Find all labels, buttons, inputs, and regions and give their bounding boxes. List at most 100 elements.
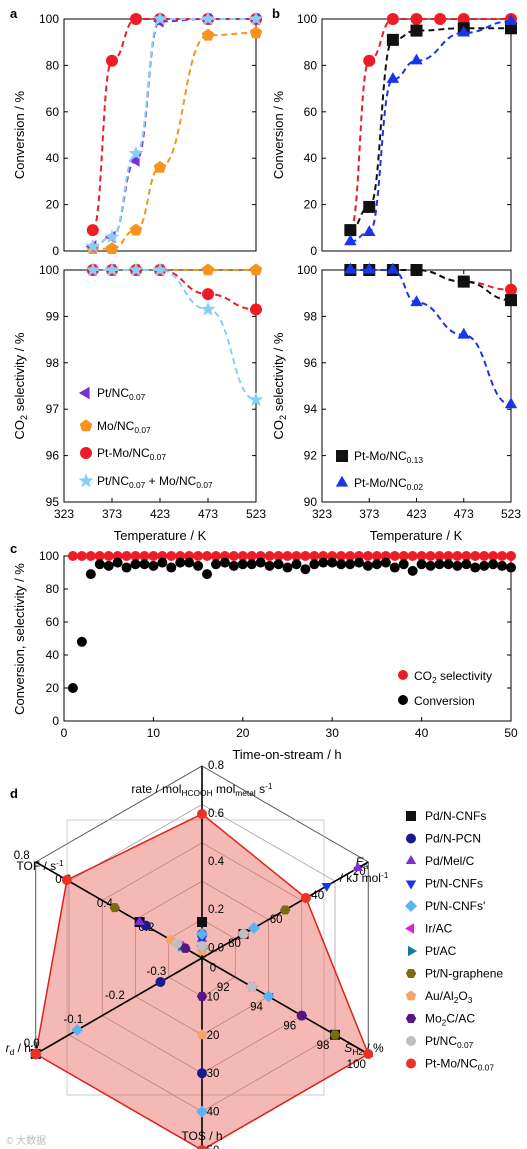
data-point [363, 54, 376, 67]
radar-tick-label: 0.2 [208, 904, 224, 916]
legend-label: Pt/N-graphene [425, 967, 503, 981]
legend-marker [405, 855, 417, 864]
series-pt-mo-nc0-02 [344, 262, 518, 409]
data-point [291, 559, 302, 570]
data-point [250, 303, 262, 316]
x-tick-label: 473 [454, 507, 474, 521]
data-point [67, 551, 78, 561]
data-point [166, 562, 177, 573]
data-point [210, 551, 221, 561]
radar-box [66, 819, 325, 1096]
series-line [92, 18, 256, 248]
data-point [85, 262, 101, 277]
panel-a-legend: Pt/NC0.07 Mo/NC0.07 Pt-Mo/NC0.07 Pt/NC0.07 … [78, 386, 213, 490]
radar-point [71, 1024, 84, 1036]
data-point [363, 225, 376, 236]
radar-point [196, 935, 208, 945]
x-tick-label: 373 [102, 507, 122, 521]
panel-label-c: c [10, 541, 17, 556]
radar-tick-label: 0.8 [208, 760, 224, 772]
data-point [106, 54, 118, 67]
series-pt-mo-nc0-07 [86, 13, 262, 237]
data-point [264, 551, 275, 561]
data-point [344, 262, 357, 274]
legend-label: Mo2C/AC [425, 1012, 475, 1028]
data-point [86, 224, 99, 237]
legend-marker [405, 900, 417, 912]
radar-point [197, 1068, 207, 1079]
y-tick-label: 98 [304, 309, 318, 323]
legend-marker [335, 475, 349, 487]
data-point [386, 262, 400, 274]
radar-point [246, 981, 257, 992]
radar-point [197, 1145, 207, 1149]
legend-label: Mo/NC0.07 [97, 419, 151, 435]
data-point [389, 551, 400, 561]
legend-label: Pd/Mel/C [425, 854, 475, 868]
radar-axis-title-tos: TOS / h [181, 1129, 222, 1143]
radar-series-pt-mo-nc0-07 [30, 809, 374, 1149]
data-point [291, 551, 302, 561]
x-tick-label: 373 [359, 507, 379, 521]
legend-marker [406, 811, 416, 821]
series-line [350, 269, 512, 302]
series-pt-nc0-07-mo-nc0-07 [85, 262, 264, 407]
x-tick-label: 473 [198, 507, 218, 521]
radar-axis-title-rate: rate / molHCOOH molmetal s-1 [131, 781, 272, 798]
data-point [362, 560, 373, 571]
data-point [354, 557, 365, 568]
series-line [350, 269, 512, 406]
data-point [505, 294, 517, 307]
legend-marker [405, 1014, 417, 1023]
data-point [273, 551, 284, 561]
y-tick-label: 100 [297, 263, 317, 277]
data-point [461, 551, 472, 561]
data-point [184, 557, 195, 568]
x-tick-label: 323 [54, 507, 74, 521]
data-point [470, 562, 481, 573]
data-point [228, 551, 239, 561]
radar-tick-label: 96 [283, 1021, 296, 1033]
y-tick-label: 100 [39, 263, 59, 277]
x-tick-label: 523 [501, 507, 521, 521]
series-pt-nc0-07 [85, 12, 260, 253]
radar-point [238, 929, 249, 939]
legend-label: Pd/N-PCN [425, 832, 481, 846]
data-point [249, 263, 263, 276]
data-point [504, 397, 518, 409]
data-point [434, 559, 445, 570]
panel-c-ylabel: Conversion, selectivity / % [12, 563, 27, 715]
x-tick-label: 423 [150, 507, 170, 521]
data-point [76, 551, 87, 561]
radar-point [197, 941, 207, 951]
data-point [200, 11, 216, 26]
data-point [94, 559, 105, 570]
data-point [94, 551, 105, 561]
data-point [153, 160, 167, 173]
data-point [148, 560, 159, 571]
legend-label: Pt/NC0.07 + Mo/NC0.07 [97, 474, 213, 490]
data-point [103, 551, 114, 561]
data-point [386, 72, 400, 83]
panel-label-a: a [10, 6, 18, 21]
radar-point [172, 938, 183, 949]
data-point [85, 551, 96, 561]
x-tick-label: 423 [406, 507, 426, 521]
series-pt-nc0-07-mo-nc0-07 [85, 11, 264, 253]
data-point [497, 551, 508, 561]
y-tick-label: 92 [304, 449, 318, 463]
data-point [362, 551, 373, 561]
y-tick-label: 40 [46, 151, 60, 165]
x-tick-label: 20 [236, 726, 250, 740]
data-point [416, 551, 427, 561]
panel-b-ylabel-conversion: Conversion / % [271, 90, 286, 179]
legend-marker [406, 1036, 416, 1046]
panel-label-d: d [10, 786, 18, 801]
radar-point [262, 990, 275, 1003]
radar-point [196, 928, 208, 940]
radar-point [321, 883, 332, 892]
data-point [371, 551, 382, 561]
data-point [300, 551, 311, 561]
legend-label: Pt-Mo/NC0.07 [425, 1057, 494, 1073]
